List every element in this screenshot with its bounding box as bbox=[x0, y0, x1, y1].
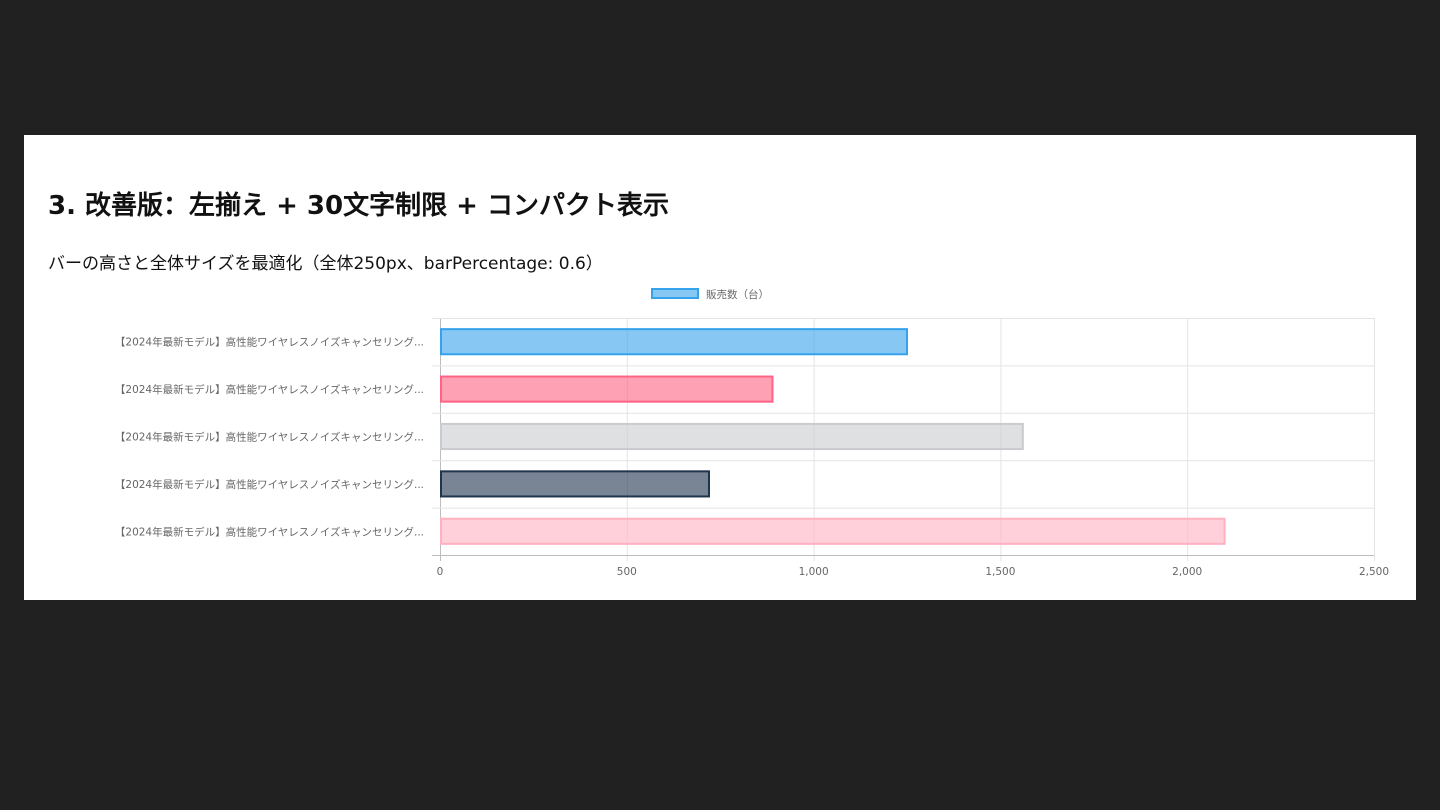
bar bbox=[440, 375, 774, 403]
bar bbox=[440, 470, 710, 498]
category-label: 【2024年最新モデル】高性能ワイヤレスノイズキャンセリング... bbox=[115, 383, 424, 396]
category-label: 【2024年最新モデル】高性能ワイヤレスノイズキャンセリング... bbox=[115, 336, 424, 349]
bar bbox=[440, 328, 908, 356]
category-label: 【2024年最新モデル】高性能ワイヤレスノイズキャンセリング... bbox=[115, 431, 424, 444]
x-tick-label: 0 bbox=[437, 566, 444, 578]
page-subtitle: バーの高さと全体サイズを最適化（全体250px、barPercentage: 0… bbox=[48, 254, 603, 274]
page-heading: 3. 改善版：左揃え + 30文字制限 + コンパクト表示 bbox=[48, 191, 669, 221]
x-tick-label: 500 bbox=[617, 566, 637, 578]
legend-label: 販売数（台） bbox=[706, 288, 769, 301]
bar bbox=[440, 517, 1226, 545]
x-tick-label: 1,000 bbox=[799, 566, 829, 578]
category-label: 【2024年最新モデル】高性能ワイヤレスノイズキャンセリング... bbox=[115, 478, 424, 491]
x-tick-label: 2,000 bbox=[1172, 566, 1202, 578]
x-tick-label: 1,500 bbox=[985, 566, 1015, 578]
legend-swatch bbox=[651, 288, 699, 299]
category-labels: 【2024年最新モデル】高性能ワイヤレスノイズキャンセリング... 【2024年最… bbox=[115, 336, 424, 539]
category-label: 【2024年最新モデル】高性能ワイヤレスノイズキャンセリング... bbox=[115, 525, 424, 538]
x-tick-label: 2,500 bbox=[1359, 566, 1389, 578]
bar-chart: 【2024年最新モデル】高性能ワイヤレスノイズキャンセリング... 【2024年最… bbox=[115, 288, 1389, 578]
content-panel: 3. 改善版：左揃え + 30文字制限 + コンパクト表示 バーの高さと全体サイ… bbox=[24, 135, 1416, 600]
grid-lines bbox=[432, 318, 1375, 561]
x-axis-ticks: 0 500 1,000 1,500 2,000 2,500 bbox=[437, 566, 1389, 578]
bar bbox=[440, 422, 1024, 451]
bars bbox=[440, 328, 1226, 545]
legend[interactable]: 販売数（台） bbox=[651, 288, 769, 301]
